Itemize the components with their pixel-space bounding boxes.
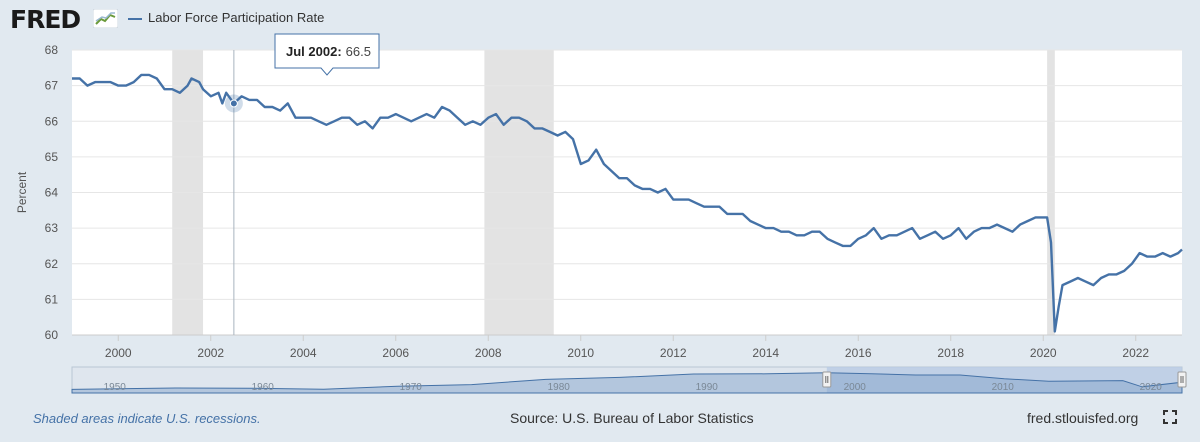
line-chart[interactable]: 60 61 62 63 64 65 66 67 68 2000 2002 2004 2006 2008 20… — [0, 30, 1200, 400]
fred-link[interactable]: fred.stlouisfed.org — [1027, 410, 1139, 426]
chart-header: FRED Labor Force Participation Rate — [0, 0, 1200, 36]
fred-logo[interactable]: FRED — [10, 5, 81, 34]
x-tick-label: 2014 — [752, 346, 779, 360]
navigator-tick-label: 1990 — [696, 382, 719, 393]
x-tick-label: 2018 — [937, 346, 964, 360]
navigator-series — [71, 372, 1183, 394]
tooltip: Jul 2002: 66.5 — [274, 33, 380, 76]
y-tick-label: 67 — [45, 79, 59, 93]
series-line — [72, 73, 1183, 333]
navigator-tick-label: 2000 — [844, 382, 867, 393]
navigator-tick-label: 1960 — [252, 382, 275, 393]
x-tick-label: 2008 — [475, 346, 502, 360]
navigator-tick-label: 2020 — [1140, 382, 1163, 393]
x-tick-label: 2006 — [382, 346, 409, 360]
y-tick-label: 68 — [45, 43, 59, 57]
navigator-tick-label: 1950 — [104, 382, 127, 393]
y-tick-label: 61 — [45, 292, 59, 306]
x-tick-label: 2016 — [845, 346, 872, 360]
navigator-tick-label: 1970 — [400, 382, 423, 393]
tooltip-date: Jul 2002: — [286, 44, 342, 59]
y-tick-label: 65 — [45, 150, 59, 164]
navigator-tick-label: 1980 — [548, 382, 571, 393]
legend-label[interactable]: Labor Force Participation Rate — [148, 10, 325, 25]
tooltip-box — [274, 33, 380, 76]
navigator: 1950 1960 1970 1980 1990 2000 2010 2020 — [71, 366, 1187, 394]
legend-swatch — [128, 18, 142, 20]
y-tick-label: 62 — [45, 257, 59, 271]
x-tick-label: 2022 — [1122, 346, 1149, 360]
tooltip-value: 66.5 — [346, 44, 371, 59]
x-tick-label: 2002 — [197, 346, 224, 360]
fullscreen-icon[interactable] — [1163, 410, 1177, 424]
navigator-handle[interactable] — [1177, 371, 1187, 388]
navigator-tick-label: 2010 — [992, 382, 1015, 393]
fred-logo-icon — [93, 9, 118, 28]
y-tick-label: 60 — [45, 328, 59, 342]
x-tick-label: 2000 — [105, 346, 132, 360]
y-tick-label: 66 — [45, 114, 59, 128]
y-axis-label: Percent — [15, 171, 29, 213]
navigator-handle[interactable] — [822, 371, 832, 388]
recession-note: Shaded areas indicate U.S. recessions. — [33, 411, 261, 426]
source-text: Source: U.S. Bureau of Labor Statistics — [510, 410, 754, 426]
x-tick-label: 2020 — [1030, 346, 1057, 360]
highlight-marker — [229, 99, 238, 108]
tooltip-text: Jul 2002: 66.5 — [286, 44, 371, 59]
x-tick-label: 2010 — [567, 346, 594, 360]
x-tick-label: 2004 — [290, 346, 317, 360]
navigator-selection — [826, 367, 1182, 393]
y-tick-label: 64 — [45, 186, 59, 200]
x-tick-label: 2012 — [660, 346, 687, 360]
y-tick-label: 63 — [45, 221, 59, 235]
